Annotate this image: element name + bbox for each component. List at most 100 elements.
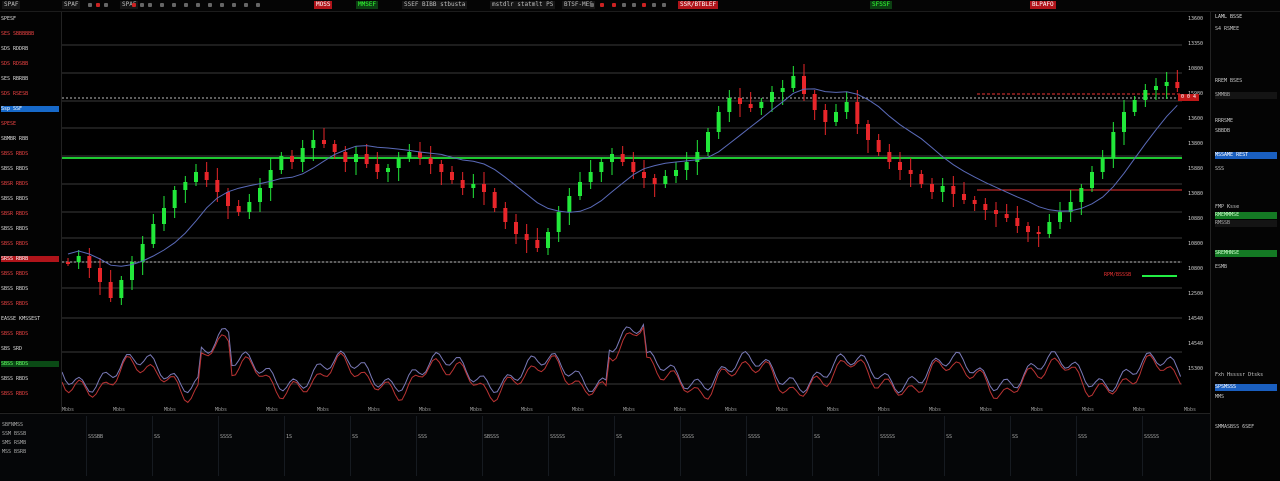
toolbar-item[interactable]: SPAF: [62, 1, 81, 9]
price-axis-label: 13350: [1188, 41, 1204, 47]
watchlist-row[interactable]: SBSS RBDS: [1, 226, 29, 232]
watchlist-row[interactable]: SBSS RBDS: [1, 331, 29, 337]
candle-body: [236, 206, 241, 212]
watchlist-row[interactable]: SRSS RBRB: [1, 256, 59, 262]
order-panel-row[interactable]: RMEMMMSE: [1215, 212, 1277, 219]
bottom-gridline: [86, 416, 87, 476]
candle-body: [332, 144, 337, 152]
bottom-time-label: SS: [814, 434, 821, 440]
toolbar-icon[interactable]: [160, 3, 164, 7]
candle-body: [300, 148, 305, 162]
candle-body: [567, 196, 572, 212]
watchlist-row[interactable]: SBSS RBDS: [1, 286, 29, 292]
toolbar-icon[interactable]: [590, 3, 594, 7]
toolbar-icon[interactable]: [104, 3, 108, 7]
toolbar-item[interactable]: mstdlr statmlt PS: [490, 1, 556, 9]
toolbar-icon[interactable]: [642, 3, 646, 7]
watchlist-row[interactable]: SBSS RBDS: [1, 196, 29, 202]
toolbar-icon[interactable]: [196, 3, 200, 7]
order-panel-row[interactable]: RRRSME: [1215, 118, 1234, 124]
candle-body: [770, 92, 774, 102]
candlestick-chart-svg[interactable]: [62, 12, 1210, 412]
toolbar-icon[interactable]: [622, 3, 626, 7]
watchlist-row[interactable]: SPESF: [1, 16, 17, 22]
watchlist-row[interactable]: SPESE: [1, 121, 17, 127]
candle-body: [684, 162, 689, 170]
candle-body: [290, 156, 294, 162]
watchlist-row[interactable]: SES RBRBB: [1, 76, 29, 82]
order-panel-row[interactable]: FMP Ksse: [1215, 204, 1240, 210]
toolbar-icon[interactable]: [652, 3, 656, 7]
candle-body: [652, 178, 657, 184]
watchlist-row[interactable]: SBSR RBDS: [1, 211, 29, 217]
moving-average-line: [67, 88, 1178, 267]
toolbar-item[interactable]: SFSSF: [870, 1, 893, 9]
toolbar-icon[interactable]: [600, 3, 604, 7]
order-panel-row[interactable]: SMMASBSS 6SEF: [1215, 424, 1255, 430]
toolbar-item[interactable]: MMSEF: [356, 1, 379, 9]
toolbar-icon[interactable]: [256, 3, 260, 7]
candle-body: [1068, 202, 1073, 212]
toolbar-item[interactable]: MOSS: [314, 1, 333, 9]
toolbar-item[interactable]: SSEF BIBB stbusta: [402, 1, 468, 9]
order-panel-row[interactable]: SSS: [1215, 166, 1225, 172]
watchlist-row[interactable]: SBMBR RBB: [1, 136, 29, 142]
watchlist-row[interactable]: SDS RSESB: [1, 91, 29, 97]
toolbar-icon[interactable]: [184, 3, 188, 7]
watchlist-row[interactable]: SBSS RBDS: [1, 361, 59, 367]
watchlist-row[interactable]: SES SBBBBBB: [1, 31, 35, 37]
candle-body: [1111, 132, 1116, 158]
order-panel-row[interactable]: RREM BSES: [1215, 78, 1243, 84]
time-axis-label: Mbbs: [1133, 407, 1146, 413]
order-panel-row[interactable]: ESMB: [1215, 264, 1228, 270]
toolbar-item[interactable]: BLPAFO: [1030, 1, 1056, 9]
watchlist-row[interactable]: SBSR RBDS: [1, 181, 29, 187]
candle-body: [76, 256, 81, 262]
toolbar-icon[interactable]: [662, 3, 666, 7]
candle-body: [450, 172, 454, 180]
toolbar-icon[interactable]: [232, 3, 236, 7]
order-panel-row[interactable]: MSSAME REST: [1215, 152, 1277, 159]
toolbar-icon[interactable]: [220, 3, 224, 7]
watchlist-row[interactable]: SBSS RBDS: [1, 391, 29, 397]
order-panel-row[interactable]: SPSMSSS: [1215, 384, 1277, 391]
toolbar-icon[interactable]: [88, 3, 92, 7]
toolbar-icon[interactable]: [208, 3, 212, 7]
watchlist-row[interactable]: SDS RDSBB: [1, 61, 29, 67]
toolbar-item[interactable]: SSR/BTBLEF: [678, 1, 719, 9]
toolbar-item[interactable]: SPAF: [2, 1, 21, 9]
toolbar-icon[interactable]: [612, 3, 616, 7]
order-panel-row[interactable]: SBBDB: [1215, 128, 1231, 134]
watchlist-row[interactable]: SBS SRD: [1, 346, 23, 352]
watchlist-row[interactable]: SBSS RBDS: [1, 151, 29, 157]
candle-body: [588, 172, 593, 182]
order-panel-row[interactable]: Fxh Hssssr Dtsks: [1215, 372, 1264, 378]
watchlist-row[interactable]: SBSS RBDS: [1, 301, 29, 307]
toolbar-item[interactable]: SPAF: [120, 1, 139, 9]
order-panel-row[interactable]: SREMHNSE: [1215, 250, 1277, 257]
toolbar-icon[interactable]: [140, 3, 144, 7]
watchlist-row[interactable]: SBSS RBDS: [1, 271, 29, 277]
watchlist-row[interactable]: SBSS RBDS: [1, 166, 29, 172]
toolbar-icon[interactable]: [148, 3, 152, 7]
toolbar-item[interactable]: BTSF-MES: [562, 1, 595, 9]
order-panel-row[interactable]: S4 RSMEE: [1215, 26, 1240, 32]
toolbar-icon[interactable]: [244, 3, 248, 7]
toolbar-icon[interactable]: [132, 3, 136, 7]
candle-body: [812, 94, 817, 110]
order-panel-row[interactable]: RMSSB: [1215, 220, 1277, 227]
order-panel-row[interactable]: MMS: [1215, 394, 1225, 400]
price-chart[interactable]: [62, 12, 1210, 412]
candle-body: [599, 162, 604, 172]
order-panel-row[interactable]: SMMBB: [1215, 92, 1277, 99]
watchlist-row[interactable]: SBSS RBDS: [1, 376, 29, 382]
toolbar-icon[interactable]: [632, 3, 636, 7]
bottom-time-label: SBSSS: [484, 434, 500, 440]
candle-body: [1154, 86, 1158, 90]
watchlist-row[interactable]: SDS RDDRB: [1, 46, 29, 52]
toolbar-icon[interactable]: [172, 3, 176, 7]
watchlist-row[interactable]: SBSS RBDS: [1, 241, 29, 247]
toolbar-icon[interactable]: [96, 3, 100, 7]
watchlist-row[interactable]: Ssp SSF: [1, 106, 59, 112]
watchlist-row[interactable]: EASSE KMSSEST: [1, 316, 41, 322]
